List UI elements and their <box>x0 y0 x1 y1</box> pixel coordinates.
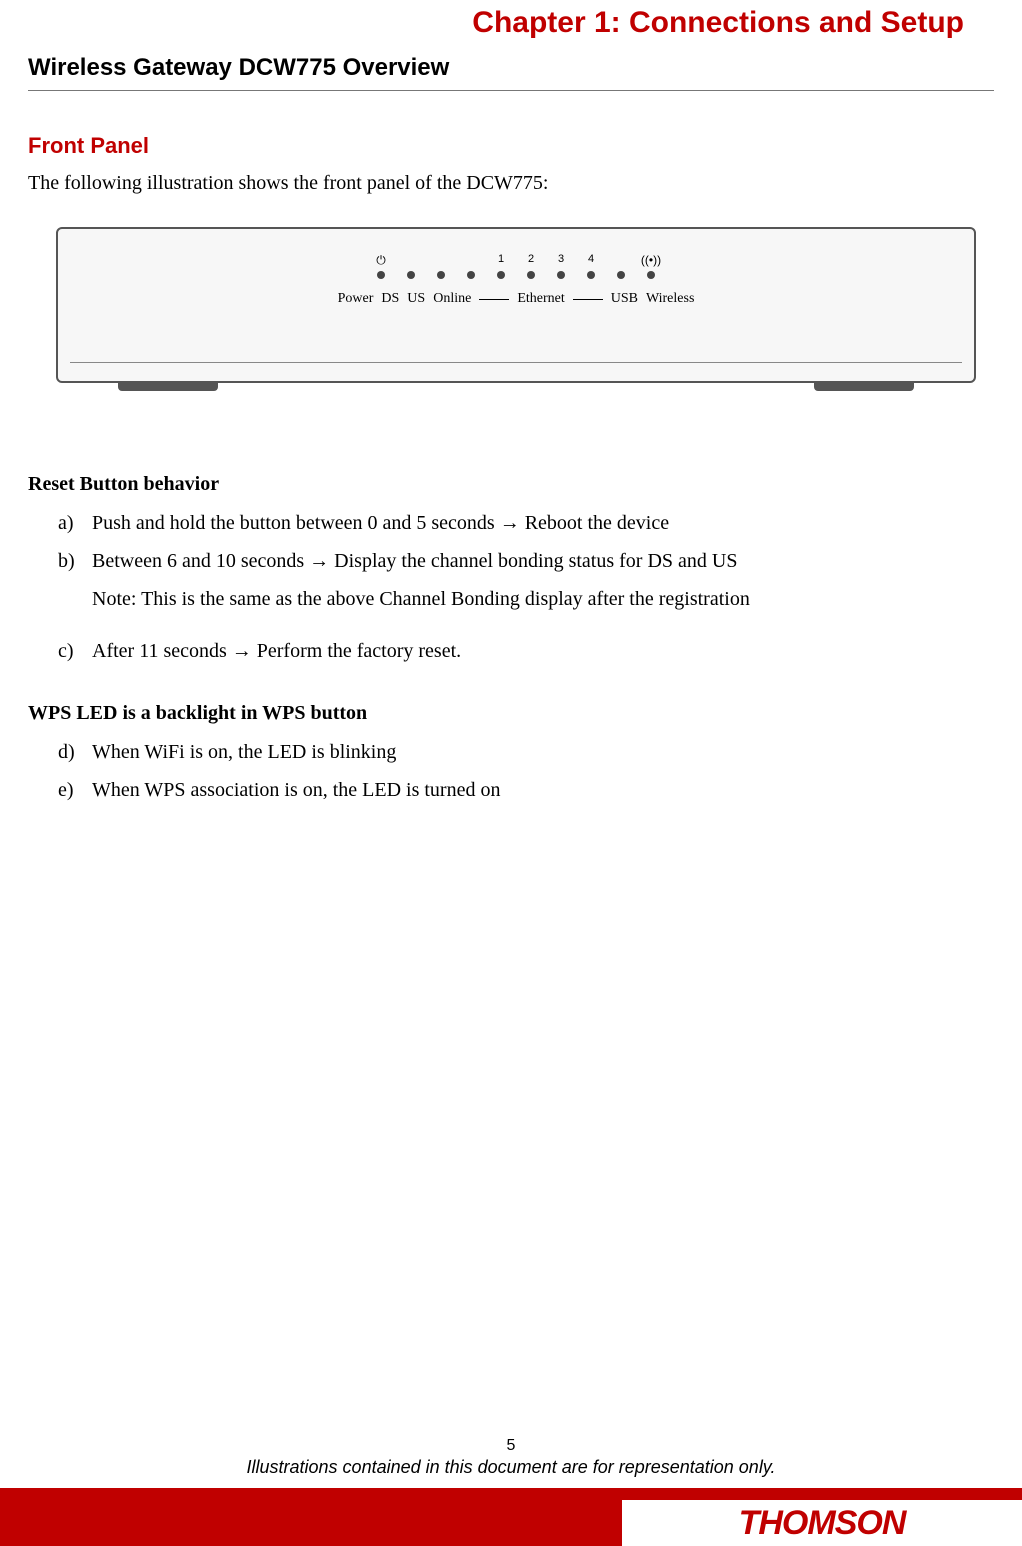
list-marker: d) <box>58 735 92 769</box>
reset-list: a) Push and hold the button between 0 an… <box>28 506 994 578</box>
list-item: d) When WiFi is on, the LED is blinking <box>58 735 994 769</box>
led-ds <box>407 271 415 279</box>
list-item: e) When WPS association is on, the LED i… <box>58 773 994 807</box>
led-wireless: ((•)) <box>647 271 655 279</box>
page-footer: 5 Illustrations contained in this docume… <box>0 1437 1022 1546</box>
device-inner-edge <box>70 362 962 363</box>
led-power: ⏻ <box>377 271 385 279</box>
list-text: After 11 seconds → Perform the factory r… <box>92 634 994 668</box>
footer-disclaimer: Illustrations contained in this document… <box>0 1457 1022 1478</box>
footer-red-bar: THOMSON <box>0 1488 1022 1546</box>
led-eth-4: 4 <box>587 271 595 279</box>
power-icon: ⏻ <box>376 253 386 268</box>
ethernet-line-left <box>479 299 509 300</box>
label-ds: DS <box>381 291 399 307</box>
reset-heading: Reset Button behavior <box>28 473 994 496</box>
led-eth-3: 3 <box>557 271 565 279</box>
list-marker: a) <box>58 506 92 540</box>
led-us <box>437 271 445 279</box>
front-panel-heading: Front Panel <box>28 133 994 159</box>
brand-box: THOMSON <box>622 1500 1022 1546</box>
reset-list-2: c) After 11 seconds → Perform the factor… <box>28 634 994 668</box>
led-eth-2: 2 <box>527 271 535 279</box>
device-foot-left <box>118 381 218 391</box>
list-text: When WiFi is on, the LED is blinking <box>92 735 994 769</box>
led-online <box>467 271 475 279</box>
page-number: 5 <box>0 1437 1022 1455</box>
list-item: a) Push and hold the button between 0 an… <box>58 506 994 540</box>
antenna-icon: ((•)) <box>641 253 661 267</box>
label-us: US <box>407 291 425 307</box>
label-usb: USB <box>611 291 638 307</box>
list-marker: b) <box>58 544 92 578</box>
label-power: Power <box>338 291 374 307</box>
wps-list: d) When WiFi is on, the LED is blinking … <box>28 735 994 807</box>
wps-heading: WPS LED is a backlight in WPS button <box>28 702 994 725</box>
device-illustration: ⏻ 1 2 3 4 ((•)) Power DS US Online Ether… <box>56 227 994 383</box>
spacer <box>28 672 994 702</box>
list-item: c) After 11 seconds → Perform the factor… <box>58 634 994 668</box>
ethernet-line-right <box>573 299 603 300</box>
device-front-panel: ⏻ 1 2 3 4 ((•)) Power DS US Online Ether… <box>56 227 976 383</box>
led-eth-1: 1 <box>497 271 505 279</box>
list-marker: c) <box>58 634 92 668</box>
section-title: Wireless Gateway DCW775 Overview <box>28 54 994 91</box>
list-marker: e) <box>58 773 92 807</box>
led-labels-row: Power DS US Online Ethernet USB Wireless <box>58 291 974 307</box>
list-text: Push and hold the button between 0 and 5… <box>92 506 994 540</box>
label-wireless: Wireless <box>646 291 694 307</box>
led-strip: ⏻ 1 2 3 4 ((•)) <box>58 271 974 279</box>
list-item: b) Between 6 and 10 seconds → Display th… <box>58 544 994 578</box>
reset-note: Note: This is the same as the above Chan… <box>28 582 994 616</box>
list-text: Between 6 and 10 seconds → Display the c… <box>92 544 994 578</box>
label-online: Online <box>433 291 471 307</box>
label-ethernet: Ethernet <box>517 291 564 307</box>
thomson-logo: THOMSON <box>739 1504 906 1543</box>
device-foot-right <box>814 381 914 391</box>
page-container: Chapter 1: Connections and Setup Wireles… <box>0 0 1022 1546</box>
led-usb <box>617 271 625 279</box>
list-text: When WPS association is on, the LED is t… <box>92 773 994 807</box>
chapter-title: Chapter 1: Connections and Setup <box>28 0 994 54</box>
front-panel-intro: The following illustration shows the fro… <box>28 169 994 197</box>
